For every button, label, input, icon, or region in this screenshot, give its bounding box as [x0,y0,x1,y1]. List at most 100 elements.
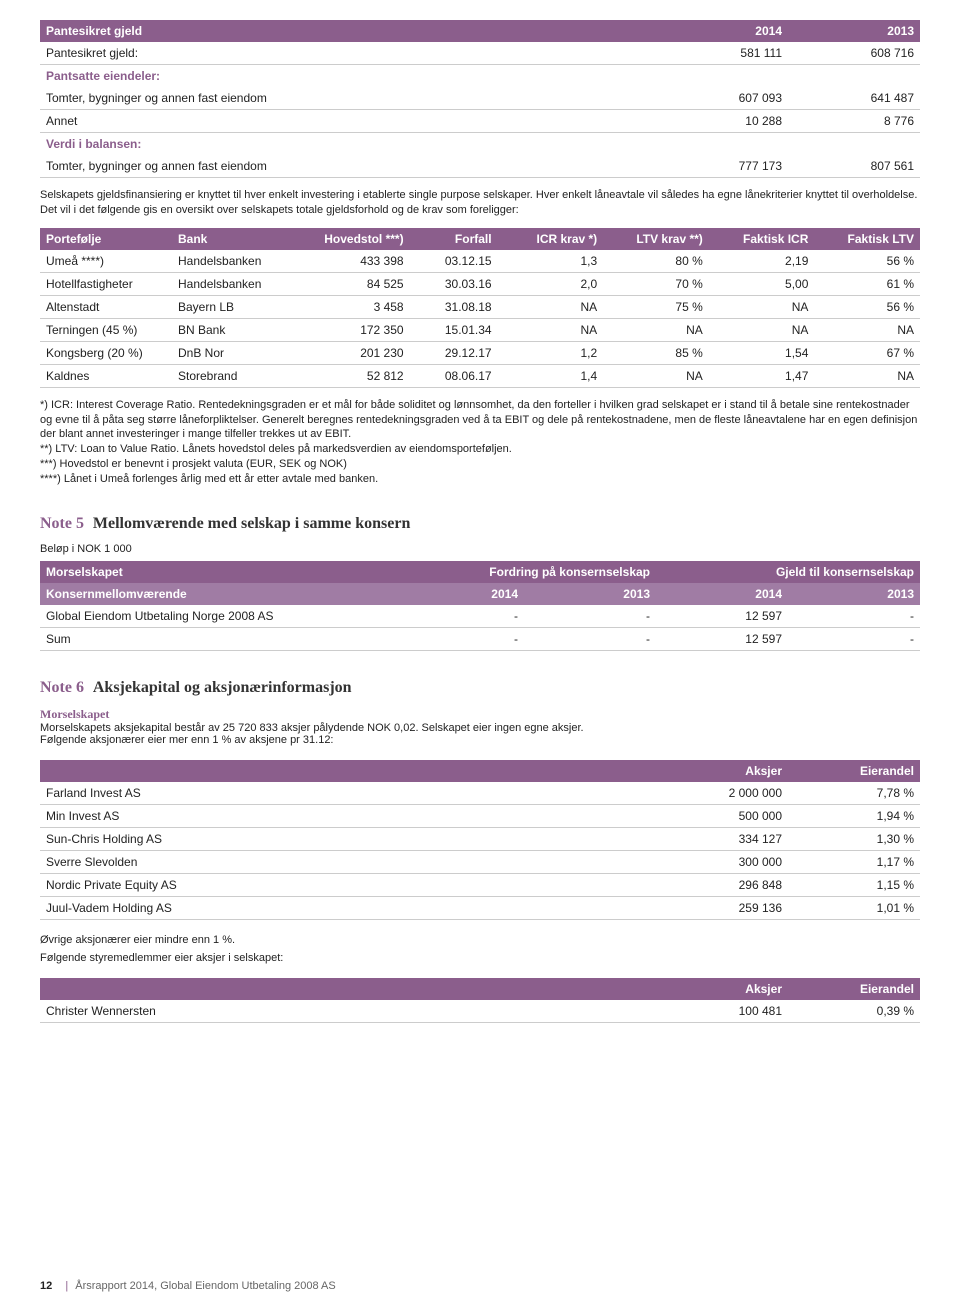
cell: Tomter, bygninger og annen fast eiendom [40,87,656,110]
cell: 1,30 % [788,827,920,850]
cell: Sum [40,627,392,650]
cell: Storebrand [172,364,304,387]
table-row: Pantesikret gjeld:581 111608 716 [40,42,920,65]
cell: 300 000 [656,850,788,873]
cell: - [392,627,524,650]
cell: 80 % [603,250,709,273]
cell: Handelsbanken [172,250,304,273]
col-header: Faktisk ICR [709,228,815,250]
cell: - [524,605,656,628]
cell: 641 487 [788,87,920,110]
cell: NA [709,318,815,341]
col-header: Hovedstol ***) [304,228,410,250]
table-note5: Morselskapet Fordring på konsernselskap … [40,561,920,651]
cell: 433 398 [304,250,410,273]
cell: Pantsatte eiendeler: [40,65,656,88]
note5-sub: Beløp i NOK 1 000 [40,543,920,555]
table-row: Nordic Private Equity AS296 8481,15 % [40,873,920,896]
table-aksjonarer: Aksjer Eierandel Farland Invest AS2 000 … [40,760,920,920]
cell: Kongsberg (20 %) [40,341,172,364]
cell: NA [814,364,920,387]
col-header: 2014 [656,20,788,42]
cell: NA [498,318,604,341]
note-title: Aksjekapital og aksjonærinformasjon [93,679,352,696]
table-row: Terningen (45 %)BN Bank172 35015.01.34NA… [40,318,920,341]
cell: Terningen (45 %) [40,318,172,341]
cell: 12 597 [656,627,788,650]
cell: 1,01 % [788,896,920,919]
cell: 777 173 [656,155,788,178]
cell: Umeå ****) [40,250,172,273]
table-row: Tomter, bygninger og annen fast eiendom7… [40,155,920,178]
cell: 201 230 [304,341,410,364]
col-header: Eierandel [788,760,920,782]
note5-heading: Note 5 Mellomværende med selskap i samme… [40,515,920,533]
col-header: Morselskapet [40,561,392,583]
note-title: Mellomværende med selskap i samme konser… [93,515,410,532]
cell: - [524,627,656,650]
cell: Juul-Vadem Holding AS [40,896,656,919]
table-row: Aksjer Eierandel [40,760,920,782]
cell: 172 350 [304,318,410,341]
cell: 2 000 000 [656,782,788,805]
table-pantsikret-gjeld: Pantesikret gjeld 2014 2013 Pantesikret … [40,20,920,178]
table-row: Min Invest AS500 0001,94 % [40,804,920,827]
cell: - [392,605,524,628]
cell: Hotellfastigheter [40,272,172,295]
col-header: ICR krav *) [498,228,604,250]
cell: Pantesikret gjeld: [40,42,656,65]
cell: NA [814,318,920,341]
cell: NA [603,364,709,387]
cell: 31.08.18 [410,295,498,318]
col-header: Aksjer [656,978,788,1000]
note6-heading: Note 6 Aksjekapital og aksjonærinformasj… [40,679,920,697]
cell: Kaldnes [40,364,172,387]
col-header [40,760,656,782]
table-row: Christer Wennersten100 4810,39 % [40,1000,920,1023]
table-row: Pantesikret gjeld 2014 2013 [40,20,920,42]
cell [656,65,788,88]
col-header: Gjeld til konsernselskap [656,561,920,583]
cell: 2,19 [709,250,815,273]
cell: Christer Wennersten [40,1000,656,1023]
cell: 2,0 [498,272,604,295]
col-header: Eierandel [788,978,920,1000]
cell: 7,78 % [788,782,920,805]
cell: 75 % [603,295,709,318]
cell: 70 % [603,272,709,295]
cell: Min Invest AS [40,804,656,827]
cell: 607 093 [656,87,788,110]
cell: Farland Invest AS [40,782,656,805]
cell: 03.12.15 [410,250,498,273]
cell: 500 000 [656,804,788,827]
cell: - [788,627,920,650]
cell: 1,54 [709,341,815,364]
table-row: Kongsberg (20 %)DnB Nor201 23029.12.171,… [40,341,920,364]
cell: 85 % [603,341,709,364]
cell: Annet [40,110,656,133]
note-number: Note 5 [40,515,84,532]
col-header: 2013 [524,583,656,605]
cell: 84 525 [304,272,410,295]
cell: 100 481 [656,1000,788,1023]
col-header: Aksjer [656,760,788,782]
cell: 56 % [814,295,920,318]
cell: NA [709,295,815,318]
cell: DnB Nor [172,341,304,364]
table-row: Juul-Vadem Holding AS259 1361,01 % [40,896,920,919]
col-header: Pantesikret gjeld [40,20,656,42]
cell: 61 % [814,272,920,295]
cell: BN Bank [172,318,304,341]
table-row: Farland Invest AS2 000 0007,78 % [40,782,920,805]
note6-sub: Morselskapet [40,707,920,722]
cell: 334 127 [656,827,788,850]
table-row: Sum--12 597- [40,627,920,650]
table-row: Konsernmellomværende 2014 2013 2014 2013 [40,583,920,605]
cell: Bayern LB [172,295,304,318]
cell: 10 288 [656,110,788,133]
col-header: Faktisk LTV [814,228,920,250]
cell: NA [603,318,709,341]
cell: 30.03.16 [410,272,498,295]
cell: 56 % [814,250,920,273]
cell: 12 597 [656,605,788,628]
